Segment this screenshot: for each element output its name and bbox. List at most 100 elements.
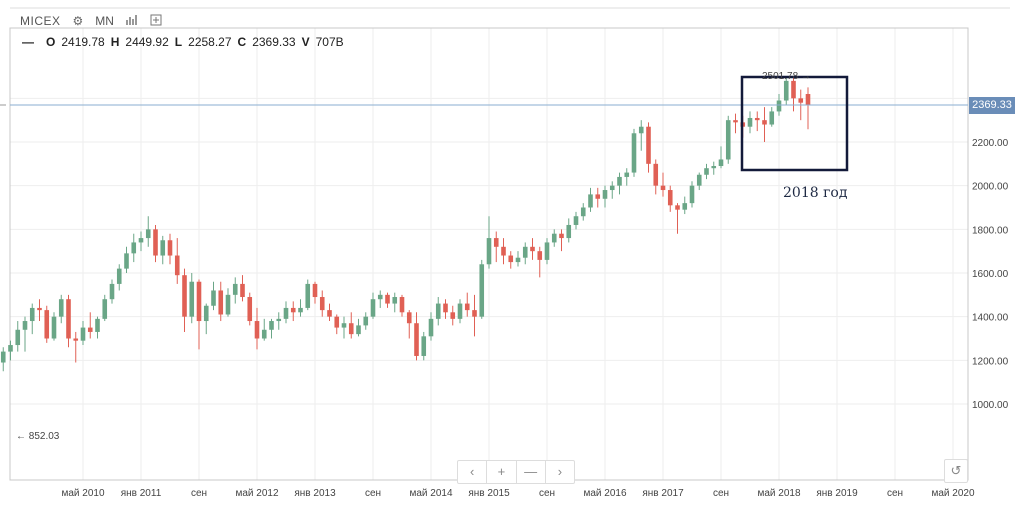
scroll-left-button[interactable]: ‹ [458, 461, 488, 483]
candle [595, 187, 601, 208]
candle [261, 318, 267, 341]
open-value: 2419.78 [61, 35, 105, 49]
candle [667, 185, 673, 212]
candle [334, 314, 340, 335]
candle [428, 312, 434, 341]
candle [276, 312, 282, 330]
candle [783, 76, 789, 105]
candle [124, 246, 129, 273]
symbol-label: MICEX [20, 14, 61, 28]
candle [501, 238, 506, 265]
candle [653, 159, 659, 195]
scroll-right-button[interactable]: › [557, 464, 563, 479]
candle [319, 290, 325, 317]
bars-icon[interactable] [126, 14, 138, 29]
candle [240, 275, 245, 302]
candle [617, 172, 622, 195]
candle [638, 120, 644, 151]
candle [269, 318, 274, 339]
candle [566, 218, 572, 243]
candle [44, 305, 50, 343]
candle [559, 229, 564, 252]
candle [305, 279, 311, 311]
open-label: O [46, 35, 56, 49]
candle [80, 321, 86, 346]
candle [254, 307, 260, 350]
candle [22, 316, 28, 352]
x-tick-label: май 2010 [61, 488, 104, 499]
candle [298, 299, 303, 317]
candle [689, 181, 695, 208]
volume-value: 707B [315, 35, 344, 49]
x-tick-label: янв 2011 [121, 488, 162, 499]
candle [160, 235, 166, 265]
close-label: C [237, 35, 247, 49]
x-tick-label: май 2016 [583, 488, 626, 499]
grid-lines [10, 28, 968, 480]
highlight-box-2018 [740, 75, 849, 172]
candle [421, 331, 427, 361]
candles [0, 76, 811, 372]
x-tick-label: сен [365, 488, 381, 499]
interval-label[interactable]: MN [95, 14, 114, 28]
candle [348, 312, 354, 339]
candle [443, 299, 448, 319]
candle [37, 299, 42, 322]
candle [450, 305, 456, 326]
candle [211, 281, 216, 311]
candle [682, 196, 688, 215]
x-tick-label: сен [887, 488, 903, 499]
candle [167, 233, 173, 265]
candle [87, 312, 93, 339]
candle [609, 181, 615, 199]
candle [435, 297, 441, 326]
y-tick-label: 1800.00 [972, 225, 1009, 236]
high-label: H [110, 35, 120, 49]
start-price-label: ← 852.03 [16, 431, 60, 442]
candle [312, 281, 318, 304]
candle [530, 238, 535, 260]
candle [580, 203, 586, 221]
candle [660, 172, 666, 197]
expand-icon[interactable] [150, 14, 162, 29]
candle [522, 242, 528, 265]
x-tick-label: сен [713, 488, 729, 499]
candle [631, 128, 637, 177]
zoom-out-button[interactable]: — [517, 461, 546, 483]
reset-button[interactable]: ↺ [944, 459, 968, 483]
candle [0, 347, 6, 372]
y-tick-label: 1200.00 [972, 356, 1009, 367]
x-tick-label: сен [191, 488, 207, 499]
candle [747, 111, 753, 134]
candle [754, 111, 760, 132]
zoom-in-button[interactable]: + [487, 461, 517, 483]
candle [116, 264, 122, 291]
candle [588, 187, 593, 212]
x-tick-label: май 2018 [757, 488, 800, 499]
candle [95, 316, 100, 339]
candle [218, 281, 224, 322]
candle [225, 288, 231, 317]
candle [718, 146, 724, 169]
candle [704, 163, 709, 180]
candle [675, 203, 680, 234]
x-tick-label: янв 2017 [642, 488, 684, 499]
peak-price-label: 2501.78 → [762, 71, 811, 82]
candle [290, 301, 296, 322]
x-tick-label: янв 2013 [294, 488, 336, 499]
low-value: 2258.27 [188, 35, 232, 49]
x-tick-label: май 2014 [409, 488, 452, 499]
candle [486, 216, 492, 269]
y-tick-label: 2000.00 [972, 182, 1009, 193]
candle [66, 294, 71, 348]
candle [493, 231, 499, 263]
candle [696, 172, 702, 191]
gear-icon[interactable]: ⚙ [72, 14, 84, 28]
axes: 1000.00 1200.00 1400.00 1600.00 1800.00 2000.… [9, 7, 1010, 499]
candle [479, 259, 485, 319]
candle [283, 301, 289, 324]
candle [15, 321, 21, 352]
y-tick-label: 1000.00 [972, 400, 1009, 411]
candle [406, 310, 412, 339]
